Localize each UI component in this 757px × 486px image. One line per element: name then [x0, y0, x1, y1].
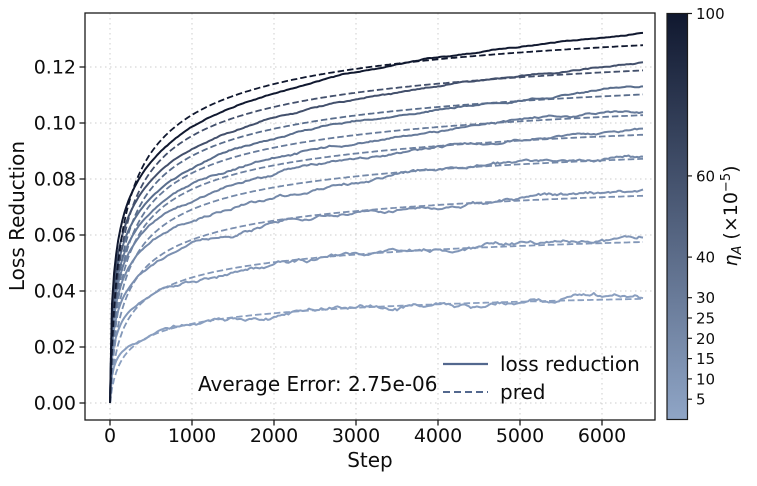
x-tick-label: 0	[104, 425, 116, 447]
colorbar-label-close: )	[720, 165, 742, 172]
series-solid-line-eta-20	[109, 154, 644, 404]
series-pred-line-eta-100	[109, 44, 644, 404]
x-tick-label: 3000	[332, 425, 380, 447]
y-tick-label: 0.06	[34, 225, 76, 247]
colorbar-tick-label: 25	[696, 310, 715, 328]
series-solid-line-eta-5	[109, 292, 644, 404]
colorbar-label-sub: A	[730, 246, 745, 256]
series-solid-line-eta-10	[109, 235, 644, 404]
colorbar-tick-label: 20	[696, 330, 715, 348]
x-tick-label: 1000	[168, 425, 216, 447]
series-pred-line-eta-25	[109, 133, 643, 404]
series-pred-line-eta-60	[109, 69, 644, 404]
x-tick-label: 5000	[496, 425, 544, 447]
annotation-text: Average Error: 2.75e-06	[198, 372, 437, 396]
colorbar-tick-label: 10	[696, 370, 715, 388]
colorbar-label-exponent: −5	[719, 173, 734, 192]
colorbar-tick-label: 5	[696, 391, 706, 409]
data-curves	[109, 31, 644, 404]
colorbar-label: ηA (×10−5)	[719, 165, 745, 266]
y-tick-label: 0.10	[34, 113, 76, 135]
colorbar-tick-label: 100	[696, 5, 725, 23]
colorbar-label-eta: η	[720, 254, 742, 266]
colorbar-tick-label: 15	[696, 350, 715, 368]
series-pred-line-eta-20	[109, 157, 644, 404]
y-tick-label: 0.00	[34, 393, 76, 415]
x-tick-label: 6000	[578, 425, 626, 447]
y-tick-label: 0.02	[34, 337, 76, 359]
series-solid-line-eta-40	[109, 85, 644, 404]
x-tick-label: 4000	[414, 425, 462, 447]
colorbar: 5 10 15 20 25 30 40 60 100 ηA (×10−5)	[666, 5, 745, 421]
series-pred-line-eta-5	[109, 297, 644, 404]
y-axis-ticks: 0.00 0.02 0.04 0.06 0.08 0.10 0.12	[34, 57, 85, 415]
y-axis-label: Loss Reduction	[5, 141, 29, 291]
series-solid-line-eta-15	[109, 188, 644, 404]
x-axis-ticks: 0 1000 2000 3000 4000 5000 6000	[104, 420, 626, 447]
colorbar-tick-label: 30	[696, 289, 715, 307]
plot-area-border	[84, 12, 656, 421]
legend: loss reduction pred	[443, 352, 640, 404]
y-tick-label: 0.12	[34, 57, 76, 79]
colorbar-gradient	[667, 13, 688, 420]
series-solid-line-eta-60	[109, 61, 644, 404]
colorbar-ticks: 5 10 15 20 25 30 40 60 100	[687, 5, 725, 409]
series-pred-line-eta-15	[109, 194, 644, 404]
series-pred-line-eta-40	[109, 93, 644, 404]
series-solid-line-eta-30	[109, 110, 644, 404]
series-solid-line-eta-100	[109, 31, 644, 404]
colorbar-label-prefix: (×10	[720, 192, 742, 240]
series-pred-line-eta-30	[109, 114, 643, 404]
legend-solid-label: loss reduction	[500, 352, 640, 376]
y-tick-label: 0.04	[34, 281, 76, 303]
legend-dashed-label: pred	[500, 380, 545, 404]
series-solid-line-eta-25	[109, 127, 643, 404]
x-tick-label: 2000	[250, 425, 298, 447]
colorbar-tick-label: 60	[696, 167, 715, 185]
series-pred-line-eta-10	[109, 241, 644, 404]
colorbar-tick-label: 40	[696, 249, 715, 267]
x-axis-label: Step	[347, 448, 393, 472]
colorbar-border	[666, 12, 689, 421]
y-tick-label: 0.08	[34, 169, 76, 191]
